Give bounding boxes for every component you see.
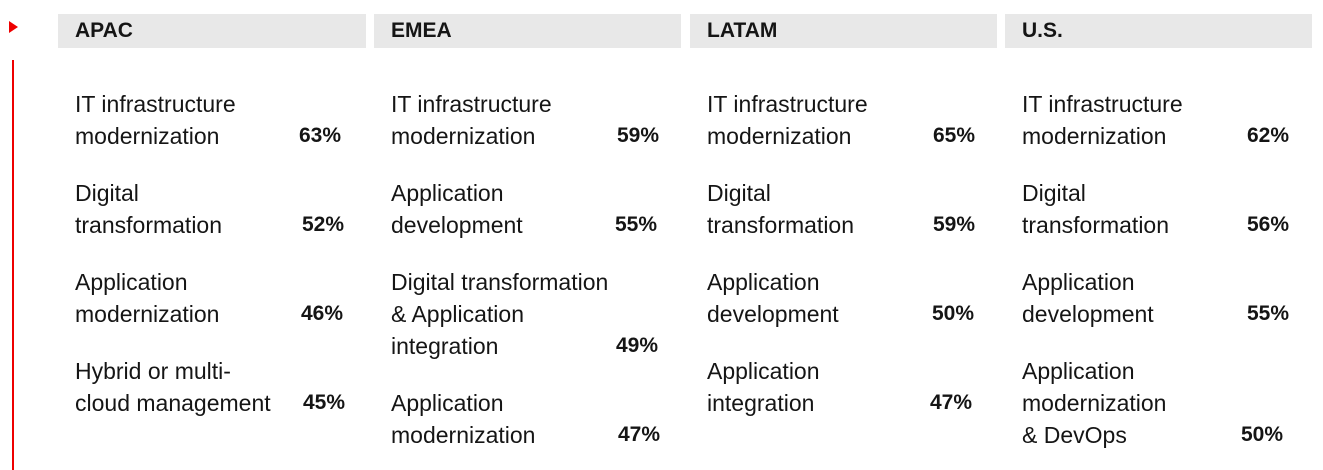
list-item: IT infrastructure modernization 65%	[707, 88, 987, 152]
item-label: IT infrastructure modernization	[1022, 91, 1183, 149]
item-percentage: 49%	[616, 334, 659, 357]
region-header: APAC	[58, 14, 366, 48]
item-label: Application modernization	[391, 390, 536, 448]
region-header: EMEA	[374, 14, 681, 48]
list-item: Digital transformation 59%	[707, 177, 987, 241]
list-item: Digital transformation 56%	[1022, 177, 1302, 241]
item-label: Application development	[1022, 269, 1154, 327]
item-percentage: 45%	[303, 391, 346, 414]
region-header: U.S.	[1005, 14, 1312, 48]
item-label: Hybrid or multi- cloud management	[75, 358, 271, 416]
list-item: Application modernization 47%	[391, 387, 671, 451]
item-percentage: 47%	[930, 391, 973, 414]
list-item: Application modernization & DevOps 50%	[1022, 355, 1307, 451]
list-item: Hybrid or multi- cloud management 45%	[75, 355, 360, 419]
item-percentage: 63%	[299, 124, 342, 147]
item-label: IT infrastructure modernization	[707, 91, 868, 149]
red-triangle-marker-icon	[9, 21, 18, 33]
region-column-latam: LATAM IT infrastructure modernization 65…	[690, 14, 997, 416]
item-percentage: 56%	[1247, 213, 1290, 236]
item-percentage: 47%	[618, 423, 661, 446]
list-item: Application development 55%	[391, 177, 671, 241]
list-item: Application integration 47%	[707, 355, 987, 419]
item-label: Application integration	[707, 358, 820, 416]
item-label: Digital transformation & Application int…	[391, 269, 609, 359]
item-label: Application development	[707, 269, 839, 327]
region-column-us: U.S. IT infrastructure modernization 62%…	[1005, 14, 1312, 448]
item-label: Application development	[391, 180, 523, 238]
item-label: Digital transformation	[1022, 180, 1170, 238]
item-label: IT infrastructure modernization	[75, 91, 236, 149]
list-item: Digital transformation & Application int…	[391, 266, 676, 362]
item-percentage: 50%	[932, 302, 975, 325]
region-header: LATAM	[690, 14, 997, 48]
region-column-apac: APAC IT infrastructure modernization 63%…	[58, 14, 366, 416]
item-label: Application modernization	[75, 269, 220, 327]
item-percentage: 46%	[301, 302, 344, 325]
item-percentage: 65%	[933, 124, 976, 147]
region-column-emea: EMEA IT infrastructure modernization 59%…	[374, 14, 681, 448]
list-item: IT infrastructure modernization 63%	[75, 88, 350, 152]
item-percentage: 52%	[302, 213, 345, 236]
item-percentage: 59%	[617, 124, 660, 147]
item-label: Digital transformation	[707, 180, 855, 238]
item-percentage: 55%	[615, 213, 658, 236]
list-item: Application development 55%	[1022, 266, 1302, 330]
item-percentage: 55%	[1247, 302, 1290, 325]
list-item: Application modernization 46%	[75, 266, 350, 330]
list-item: IT infrastructure modernization 59%	[391, 88, 671, 152]
item-percentage: 50%	[1241, 423, 1284, 446]
list-item: Digital transformation 52%	[75, 177, 350, 241]
item-label: Digital transformation	[75, 180, 223, 238]
item-label: Application modernization & DevOps	[1022, 358, 1167, 448]
item-percentage: 62%	[1247, 124, 1290, 147]
list-item: Application development 50%	[707, 266, 987, 330]
list-item: IT infrastructure modernization 62%	[1022, 88, 1302, 152]
item-label: IT infrastructure modernization	[391, 91, 552, 149]
item-percentage: 59%	[933, 213, 976, 236]
red-vertical-rule	[12, 60, 14, 470]
